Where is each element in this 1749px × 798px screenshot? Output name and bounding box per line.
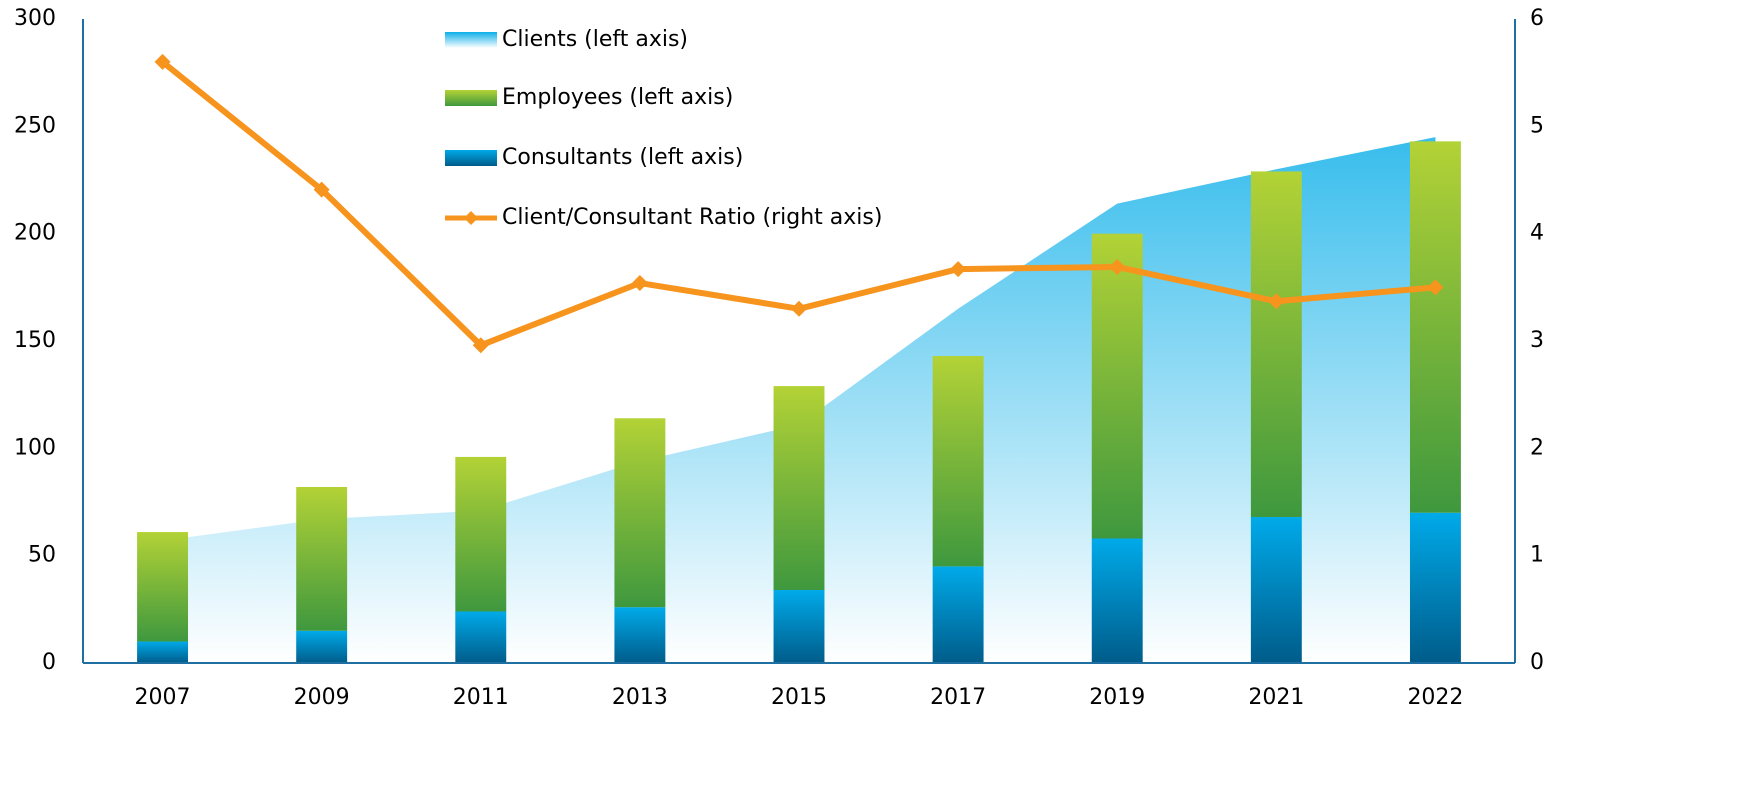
y-tick-label: 0 [42, 650, 56, 675]
bar [1409, 141, 1461, 513]
ratio-marker [154, 53, 171, 70]
legend-swatch [445, 32, 497, 48]
label-layer: 0 50 100 150 200 250 300 0 1 2 3 4 5 6 2007 2009 2011 201… [14, 6, 1544, 710]
ratio-marker [1427, 279, 1444, 296]
y-tick-label: 150 [14, 328, 56, 353]
bar [932, 566, 984, 663]
bar [455, 611, 507, 663]
y2-tick-label: 5 [1530, 113, 1544, 138]
bar [137, 532, 189, 642]
legend-label: Clients (left axis) [502, 27, 688, 52]
x-tick-label: 2013 [612, 685, 668, 710]
x-tick-label: 2015 [771, 685, 827, 710]
bar [1250, 517, 1302, 663]
y-tick-label: 300 [14, 6, 56, 31]
y2-tick-label: 6 [1530, 6, 1544, 31]
y2-tick-label: 1 [1530, 543, 1544, 568]
x-tick-label: 2007 [135, 685, 191, 710]
ratio-marker [472, 337, 489, 354]
x-tick-label: 2019 [1089, 685, 1145, 710]
bar [773, 590, 825, 663]
bar [1091, 233, 1143, 539]
bar [1091, 538, 1143, 663]
ratio-marker [1268, 293, 1285, 310]
y-tick-label: 50 [28, 543, 56, 568]
axis-layer [82, 19, 1516, 664]
bar [1250, 171, 1302, 518]
legend-label: Employees (left axis) [502, 85, 733, 110]
bar [932, 356, 984, 567]
bar [614, 418, 666, 608]
legend-swatch [445, 150, 497, 166]
bar [296, 630, 348, 663]
y2-tick-label: 0 [1530, 650, 1544, 675]
line-layer [154, 53, 1444, 354]
ratio-marker [631, 275, 648, 292]
x-tick-label: 2017 [930, 685, 986, 710]
bar [614, 607, 666, 663]
x-tick-label: 2009 [294, 685, 350, 710]
y2-tick-label: 4 [1530, 221, 1544, 246]
ratio-marker [950, 261, 967, 278]
y-tick-label: 200 [14, 221, 56, 246]
y2-tick-label: 2 [1530, 435, 1544, 460]
legend-swatch [464, 211, 478, 225]
ratio-marker [791, 300, 807, 317]
x-tick-label: 2022 [1407, 685, 1463, 710]
x-tick-label: 2021 [1248, 685, 1304, 710]
ratio-marker [313, 181, 330, 198]
bar [137, 641, 189, 663]
bar-layer [137, 141, 1461, 663]
bar [296, 486, 348, 631]
y-tick-label: 100 [14, 435, 56, 460]
bar [773, 386, 825, 591]
ratio-marker [1109, 258, 1126, 275]
y-tick-label: 250 [14, 113, 56, 138]
x-tick-label: 2011 [453, 685, 509, 710]
bar [1409, 512, 1461, 663]
y2-tick-label: 3 [1530, 328, 1544, 353]
legend-swatch [445, 90, 497, 106]
legend-label: Consultants (left axis) [502, 145, 743, 170]
legend-label: Client/Consultant Ratio (right axis) [502, 205, 882, 230]
bar [455, 456, 507, 612]
